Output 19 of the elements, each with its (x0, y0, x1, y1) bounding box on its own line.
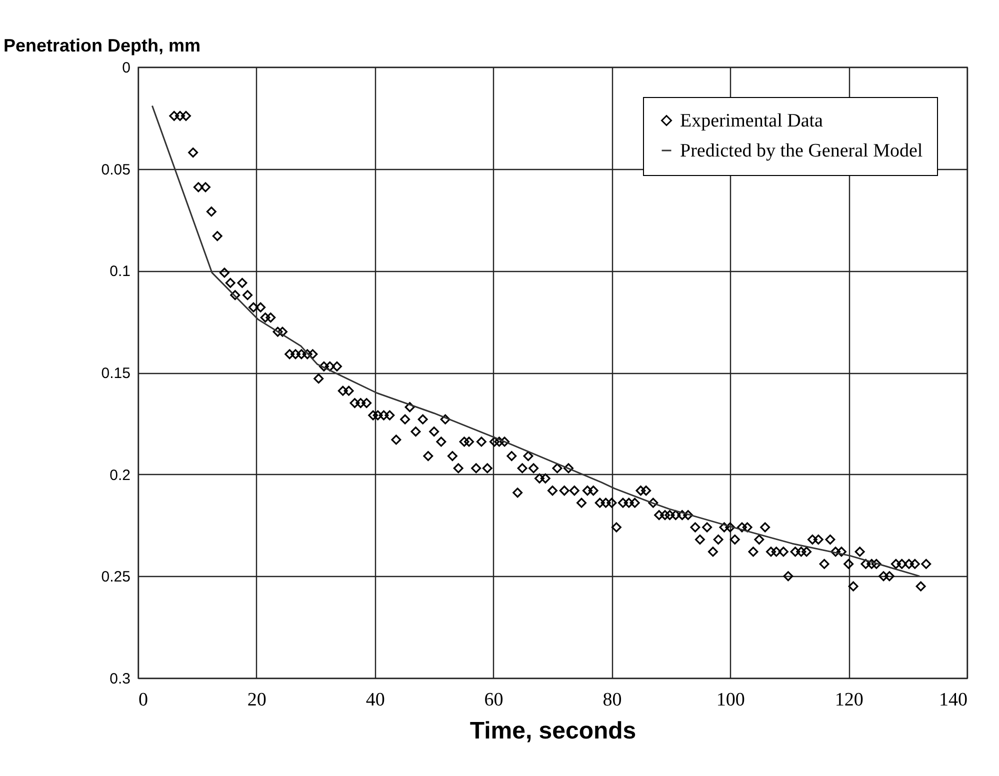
x-tick-label: 40 (366, 690, 385, 710)
y-tick-label: 0 (122, 60, 130, 76)
y-tick-label: 0.25 (101, 568, 130, 586)
x-tick-label: 140 (939, 690, 968, 710)
x-tick-label: 60 (484, 690, 504, 710)
legend-label: Experimental Data (680, 110, 824, 132)
y-tick-label: 0.05 (101, 161, 130, 178)
y-tick-label: 0.1 (110, 263, 130, 280)
x-axis-title: Time, seconds (470, 718, 636, 744)
x-tick-label: 0 (138, 690, 148, 710)
x-tick-label: 120 (834, 690, 864, 710)
x-tick-label: 80 (602, 690, 622, 710)
x-tick-label: 20 (247, 690, 266, 710)
y-tick-label: 0.15 (101, 365, 130, 382)
legend-label: Predicted by the General Model (680, 140, 923, 162)
y-tick-label: 0.3 (110, 670, 130, 688)
y-axis-title: Penetration Depth, mm (4, 36, 201, 56)
y-tick-label: 0.2 (110, 466, 130, 484)
x-tick-label: 100 (716, 690, 745, 710)
